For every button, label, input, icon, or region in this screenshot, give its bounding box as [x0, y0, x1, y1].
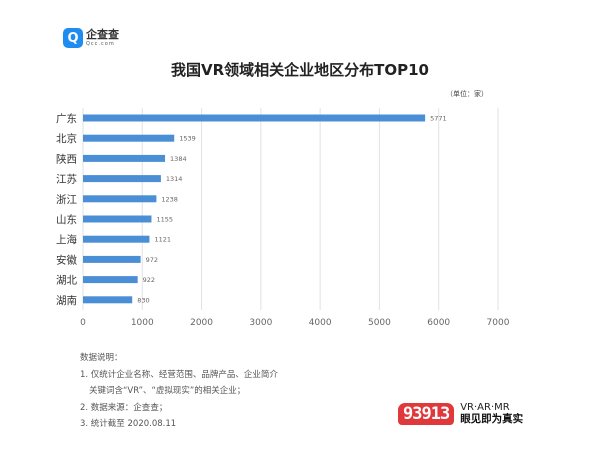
data-label: 830: [137, 296, 149, 304]
y-category-label: 湖南: [56, 294, 77, 307]
data-label: 972: [146, 256, 158, 264]
note-1: 1. 仅统计企业名称、经营范围、品牌产品、企业简介: [80, 369, 278, 380]
qcc-logo: Q 企查查 Qcc.com: [63, 28, 119, 48]
y-category-label: 湖北: [56, 275, 77, 287]
x-tick-label: 3000: [249, 318, 272, 328]
bar: [83, 255, 141, 263]
note-3: 3. 统计截至 2020.08.11: [80, 419, 177, 429]
bar: [83, 235, 150, 243]
note-2: 2. 数据来源：企查查；: [80, 402, 168, 413]
y-category-label: 山东: [56, 213, 77, 226]
x-tick-label: 6000: [427, 318, 450, 328]
logo-en-text: Qcc.com: [86, 41, 115, 47]
bar: [83, 215, 152, 223]
x-tick-label: 7000: [487, 318, 510, 328]
y-category-label: 江苏: [56, 173, 77, 186]
brand-watermark: 93913 VR·AR·MR 眼见即为真实: [398, 403, 523, 425]
x-tick-label: 2000: [190, 318, 213, 328]
x-tick-label: 5000: [368, 318, 391, 328]
chart-title: 我国VR领域相关企业地区分布TOP10: [170, 61, 429, 79]
bar: [83, 195, 157, 203]
bar: [83, 175, 161, 183]
bar: [83, 296, 133, 304]
data-label: 1121: [154, 236, 171, 244]
data-label: 1238: [161, 195, 178, 203]
y-category-label: 陕西: [56, 152, 77, 165]
y-category-label: 广东: [56, 112, 77, 125]
data-label: 1384: [170, 155, 187, 163]
brand-cn: 眼见即为真实: [460, 412, 524, 425]
data-label: 1155: [156, 216, 173, 224]
bar: [83, 114, 426, 122]
unit-label: （单位：家）: [446, 90, 488, 98]
data-label: 1314: [166, 175, 183, 183]
data-label: 5771: [430, 115, 447, 123]
data-label: 922: [143, 276, 155, 284]
x-tick-label: 0: [80, 318, 86, 328]
y-category-label: 浙江: [56, 194, 77, 206]
bar: [83, 154, 166, 162]
y-category-label: 北京: [56, 132, 77, 145]
note-1b: 关键词含“VR”、“虚拟现实”的相关企业；: [89, 386, 246, 396]
logo-cn-text: 企查查: [86, 28, 119, 41]
notes-heading: 数据说明：: [80, 353, 123, 363]
qcc-logo-icon: Q: [63, 28, 83, 48]
x-tick-label: 1000: [131, 318, 154, 328]
y-category-label: 上海: [56, 233, 77, 246]
data-notes: 数据说明： 1. 仅统计企业名称、经营范围、品牌产品、企业简介 关键词含“VR”…: [80, 350, 278, 433]
data-label: 1539: [179, 135, 196, 143]
bar: [83, 276, 138, 284]
brand-badge: 93913: [398, 403, 455, 425]
bar: [83, 134, 175, 142]
brand-en: VR·AR·MR: [460, 402, 510, 414]
y-category-label: 安徽: [56, 253, 77, 266]
x-tick-label: 4000: [309, 318, 332, 328]
